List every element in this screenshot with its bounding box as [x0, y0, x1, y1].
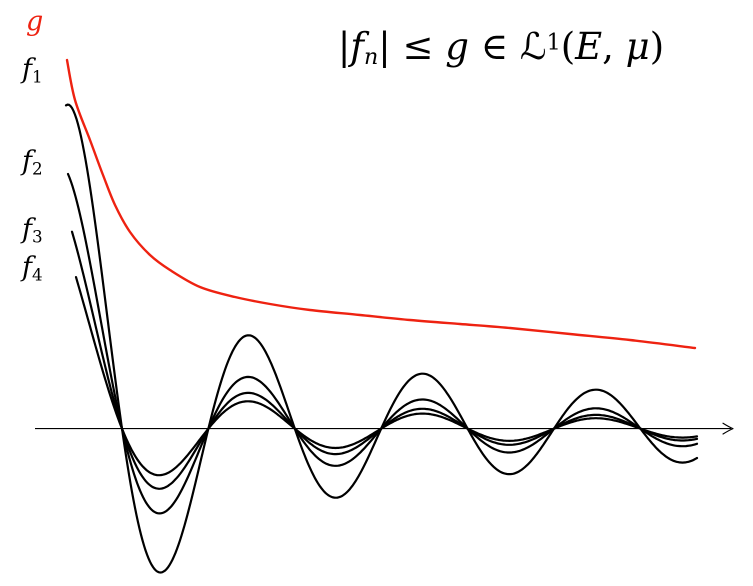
- f4-label-sub: 4: [32, 264, 43, 285]
- f3-label-base: f: [22, 214, 32, 245]
- curve-label-f1: f1: [22, 54, 43, 87]
- curve-label-f3: f3: [22, 214, 43, 247]
- f2-label-sub: 2: [32, 158, 43, 179]
- formula-g: g: [445, 25, 469, 68]
- g-label-text: g: [26, 6, 44, 37]
- formula-mu: μ: [625, 25, 650, 68]
- curve-g: [65, 58, 697, 350]
- x-axis-arrowhead: [722, 422, 734, 435]
- formula-sup-1: 1: [546, 29, 561, 56]
- f4-label-base: f: [22, 252, 32, 283]
- f3-label-sub: 3: [32, 226, 43, 247]
- domination-inequality-formula: |fn| ≤ g ∈ ℒ1(E, μ): [308, 25, 694, 70]
- curve-f1: [64, 103, 699, 574]
- paren-close: ): [649, 25, 665, 68]
- abs-bar-left: |: [337, 25, 351, 68]
- leq-symbol: ≤: [390, 25, 446, 68]
- formula-E: E: [575, 25, 603, 68]
- f1-label-base: f: [22, 54, 32, 85]
- script-L: ℒ: [519, 25, 547, 68]
- curve-f4: [74, 276, 699, 477]
- formula-comma: ,: [602, 25, 626, 68]
- abs-bar-right: |: [378, 25, 391, 68]
- paren-open: (: [560, 25, 576, 68]
- element-of-symbol: ∈: [468, 25, 520, 68]
- curve-label-g: g: [26, 6, 43, 37]
- formula-sub-n: n: [364, 43, 379, 70]
- formula-f: f: [350, 25, 364, 68]
- curve-label-f2: f2: [22, 146, 43, 179]
- f2-label-base: f: [22, 146, 32, 177]
- curve-f3: [70, 230, 699, 490]
- curve-f2: [66, 172, 699, 515]
- curve-label-f4: f4: [22, 252, 43, 285]
- f1-label-sub: 1: [32, 66, 43, 87]
